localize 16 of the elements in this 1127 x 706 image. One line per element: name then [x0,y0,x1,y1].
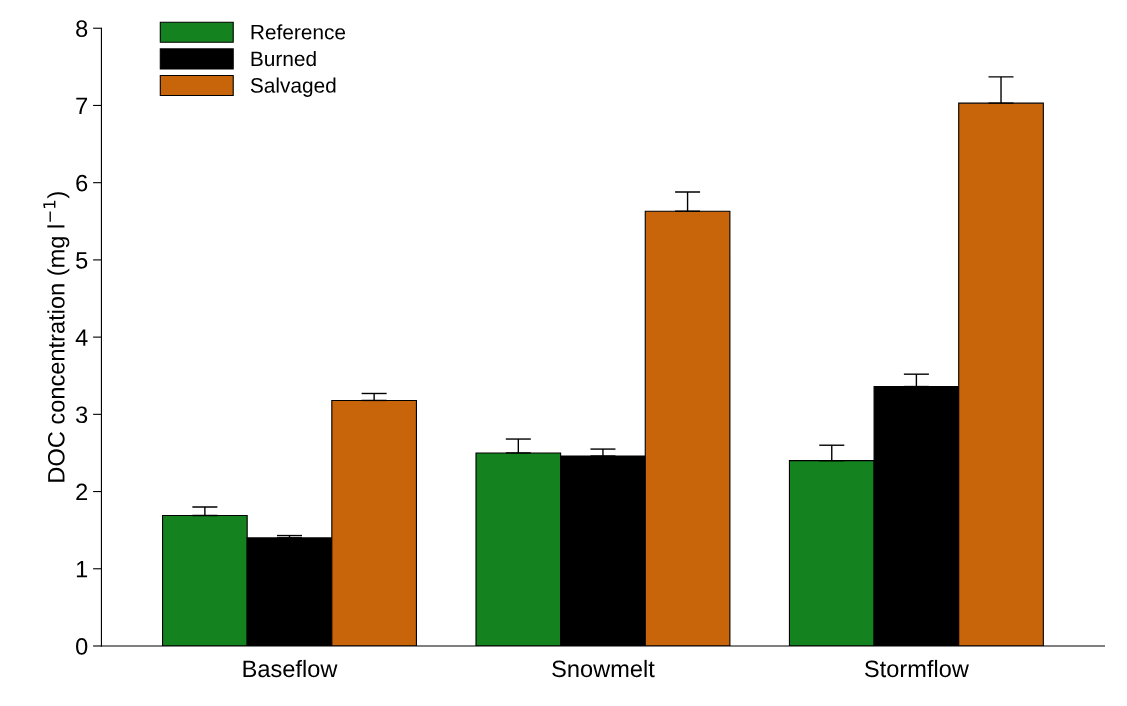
y-tick-label: 8 [76,20,88,38]
y-tick-label: 7 [76,97,88,115]
y-tick-label: 6 [76,174,88,192]
legend-label: Burned [251,50,316,67]
y-tick-label: 2 [76,483,88,501]
legend-label: Salvaged [250,77,336,97]
legend-label: Reference [251,24,346,40]
y-tick-label: 3 [76,406,88,424]
x-tick-label: Stormflow [864,659,969,678]
x-tick-label: Baseflow [243,659,338,678]
y-tick-label: 4 [75,329,88,346]
x-tick-label: Snowmelt [552,659,655,678]
y-tick-label: 1 [76,561,88,578]
y-tick-label: 0 [76,638,88,655]
y-tick-label: 5 [76,252,88,269]
y-axis-title: DOC concentration (mg l$^{−1}$) [43,192,70,482]
